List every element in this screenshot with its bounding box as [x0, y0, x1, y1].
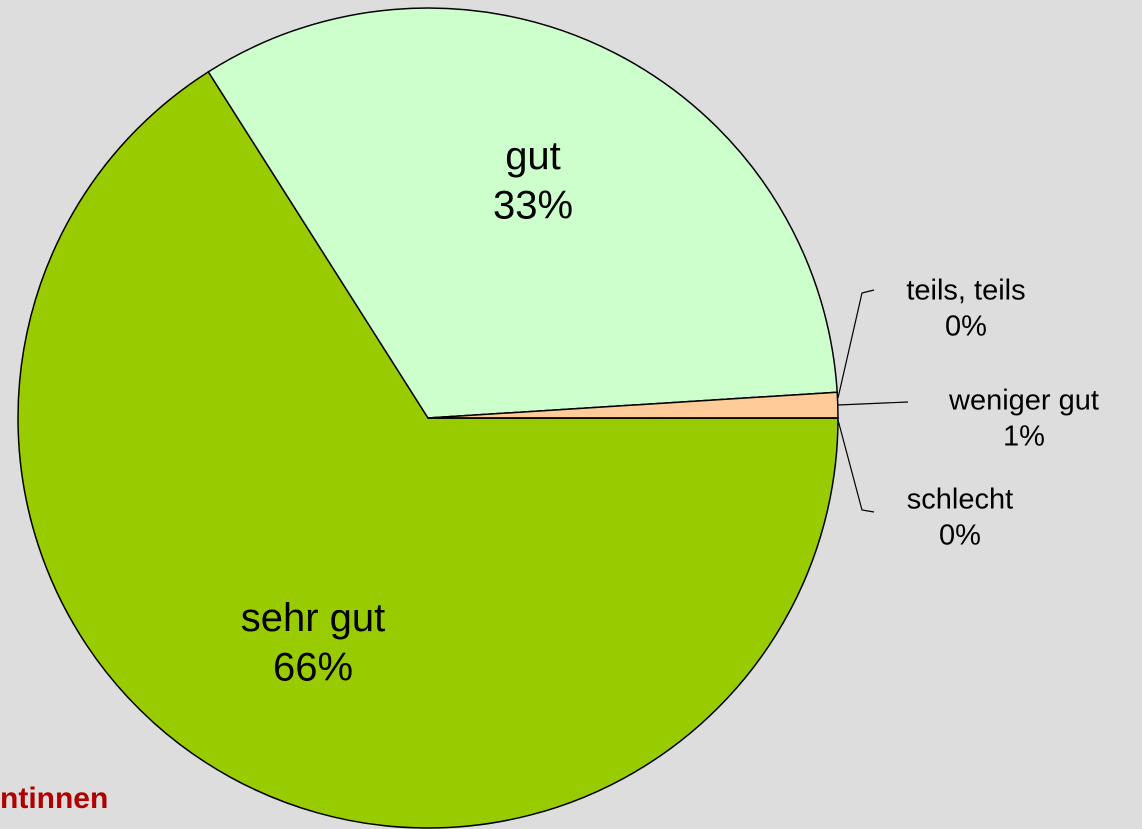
value-label: 66%: [273, 645, 353, 689]
leader-line: [837, 401, 909, 406]
value-label: 1%: [1003, 421, 1045, 453]
value-label: 33%: [493, 183, 573, 227]
slice-label: schlecht: [907, 484, 1013, 516]
slice-label: sehr gut: [241, 596, 386, 640]
leader-line: [837, 419, 875, 513]
leader-line: [837, 289, 875, 399]
slice-label: teils, teils: [906, 275, 1025, 307]
pie-slice: [207, 7, 838, 419]
value-label: 0%: [939, 520, 981, 552]
slice-label: gut: [505, 134, 561, 178]
value-label: 0%: [945, 311, 987, 343]
footer-text: ntinnen: [0, 782, 108, 815]
pie-slice: [17, 70, 839, 829]
slice-label: weniger gut: [948, 385, 1099, 417]
